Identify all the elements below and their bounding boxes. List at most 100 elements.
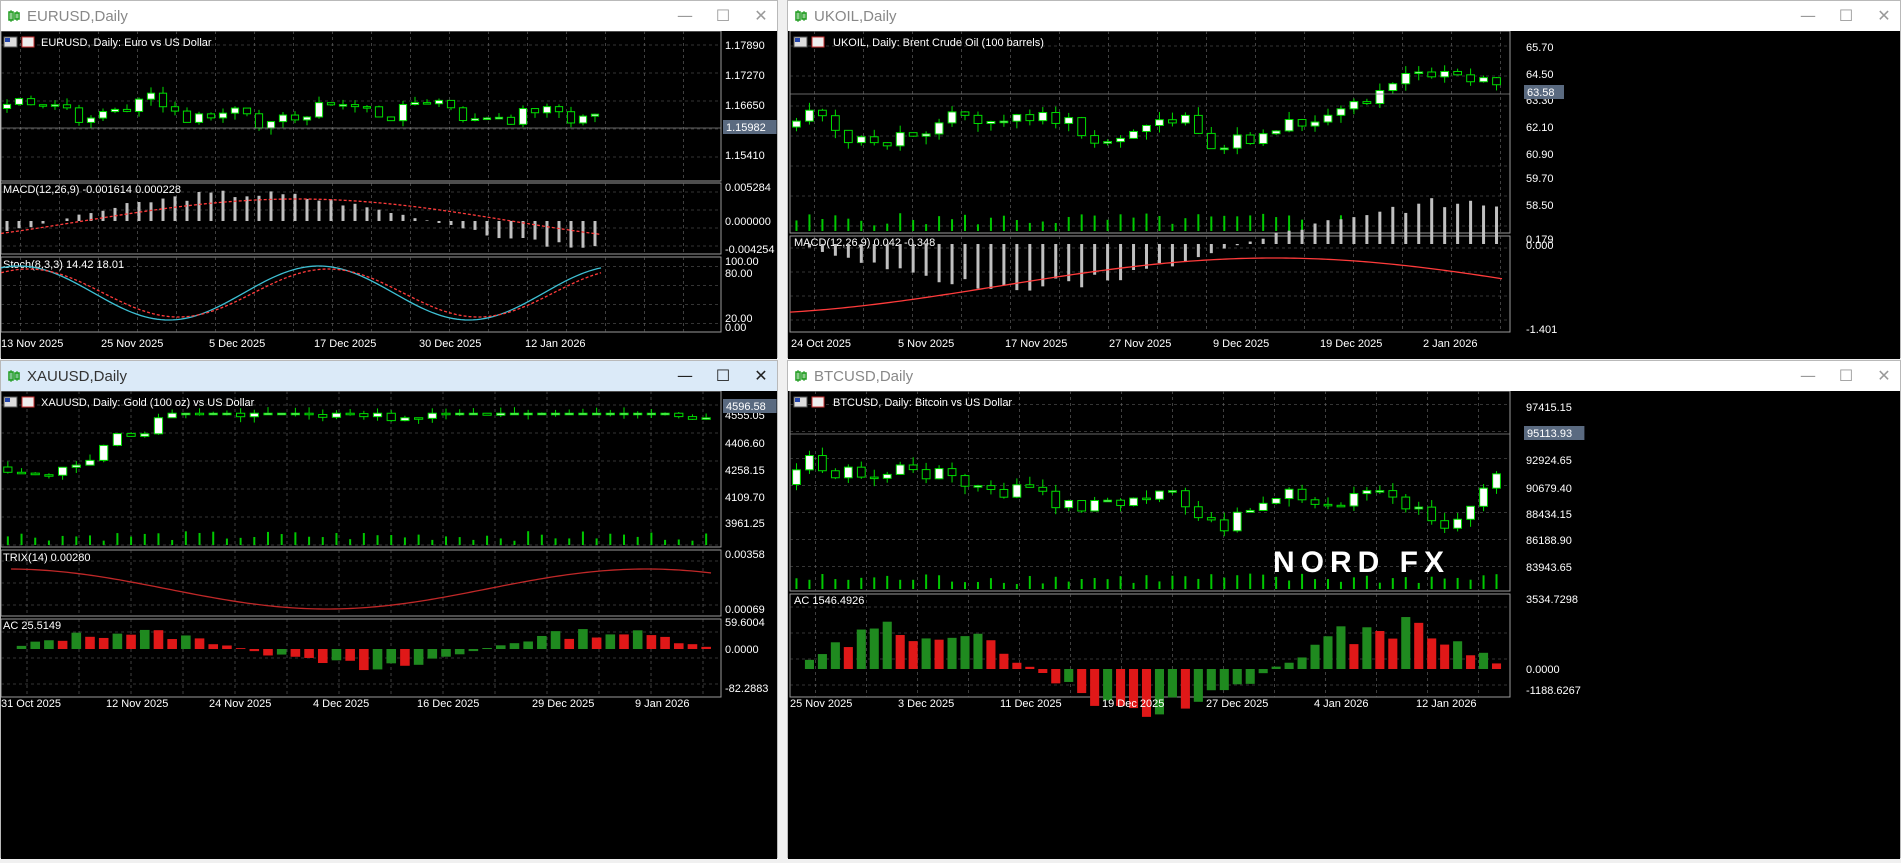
ac-bar xyxy=(153,630,164,649)
chart-header: XAUUSD, Daily: Gold (100 oz) vs US Dolla… xyxy=(41,397,255,409)
maximize-icon[interactable]: ☐ xyxy=(1838,366,1854,385)
ac-bar xyxy=(263,649,273,656)
candle xyxy=(1232,511,1242,532)
candle xyxy=(38,104,48,107)
chart-type-icon xyxy=(811,396,825,408)
ac-bar xyxy=(98,637,109,649)
candle xyxy=(98,111,108,119)
ac-bar xyxy=(1219,669,1229,691)
candle xyxy=(1284,119,1294,132)
candle xyxy=(947,111,957,124)
chart-header: EURUSD, Daily: Euro vs US Dollar xyxy=(41,37,212,49)
candle xyxy=(869,476,879,480)
candle xyxy=(126,433,136,437)
title-bar[interactable]: XAUUSD,Daily — ☐ ✕ xyxy=(1,361,777,391)
price-tick: 86188.90 xyxy=(1526,535,1572,547)
ac-bar xyxy=(1051,669,1061,684)
date-label: 17 Dec 2025 xyxy=(314,338,376,350)
candle xyxy=(1038,112,1048,122)
candle xyxy=(1349,101,1359,110)
title-bar[interactable]: EURUSD,Daily — ☐ ✕ xyxy=(1,1,777,31)
candle xyxy=(482,117,492,121)
price-tick: 83943.65 xyxy=(1526,562,1572,574)
candle xyxy=(895,132,905,147)
candle xyxy=(1038,486,1048,492)
chart-canvas[interactable]: EURUSD, Daily: Euro vs US Dollar 1.17890 1… xyxy=(0,30,779,357)
chart-window-ukoil[interactable]: UKOIL,Daily — ☐ ✕ UKOIL, Daily: Brent Cr… xyxy=(787,0,1901,359)
candle xyxy=(843,129,853,144)
candle xyxy=(496,412,506,416)
chart-canvas[interactable]: UKOIL, Daily: Brent Crude Oil (100 barre… xyxy=(788,30,1901,357)
date-label: 12 Jan 2026 xyxy=(525,338,586,350)
chart-window-eurusd[interactable]: EURUSD,Daily — ☐ ✕ EURUSD, Daily: Euro v… xyxy=(0,0,779,359)
minimize-icon[interactable]: — xyxy=(677,366,693,385)
indicator-tick: 0.00358 xyxy=(725,549,765,561)
candle xyxy=(1051,112,1061,124)
close-icon[interactable]: ✕ xyxy=(754,366,768,385)
candle xyxy=(1271,130,1281,135)
ac-bar xyxy=(1284,662,1294,669)
candle xyxy=(1077,117,1087,137)
minimize-icon[interactable]: — xyxy=(1800,6,1816,25)
maximize-icon[interactable]: ☐ xyxy=(1838,6,1854,25)
candle xyxy=(1245,509,1255,513)
price-tick: 1.15410 xyxy=(725,150,765,162)
ac-bar xyxy=(509,643,520,649)
panel-border xyxy=(789,390,1511,592)
ac-bar xyxy=(869,628,879,669)
candle xyxy=(1323,503,1333,507)
stoch-main-line xyxy=(0,265,602,321)
candle xyxy=(85,459,95,466)
candle xyxy=(509,412,520,416)
candle xyxy=(1401,73,1411,85)
candle xyxy=(818,455,827,472)
ac-bar xyxy=(1206,669,1216,691)
candle xyxy=(458,107,468,122)
indicator-tick: -0.004254 xyxy=(725,244,775,256)
ac-bar xyxy=(1103,669,1113,701)
candle xyxy=(1453,70,1463,76)
candle xyxy=(1181,114,1190,124)
close-icon[interactable]: ✕ xyxy=(1877,366,1891,385)
title-bar[interactable]: BTCUSD,Daily — ☐ ✕ xyxy=(788,361,1900,391)
date-label: 2 Jan 2026 xyxy=(1423,338,1477,350)
ac-bar xyxy=(882,621,892,669)
candle xyxy=(1232,134,1242,149)
date-label: 24 Nov 2025 xyxy=(209,698,271,710)
candle xyxy=(230,107,240,114)
chart-canvas[interactable]: XAUUSD, Daily: Gold (100 oz) vs US Dolla… xyxy=(0,390,779,859)
date-label: 17 Nov 2025 xyxy=(1005,338,1067,350)
chart-window-btcusd[interactable]: BTCUSD,Daily — ☐ ✕ BTCUSD, Daily: Bitcoi… xyxy=(787,360,1901,859)
candle xyxy=(374,106,384,118)
candle xyxy=(1258,502,1268,511)
candle xyxy=(1064,500,1074,509)
minimize-icon[interactable]: — xyxy=(1800,366,1816,385)
candle xyxy=(947,468,957,477)
price-tick: 1.16650 xyxy=(725,100,765,112)
minimize-icon[interactable]: — xyxy=(677,6,693,25)
candle xyxy=(427,412,437,419)
ac-bar xyxy=(1154,669,1165,715)
ac-bar xyxy=(550,631,561,649)
close-icon[interactable]: ✕ xyxy=(1877,6,1891,25)
ac-bar xyxy=(856,629,866,669)
ac-bar xyxy=(222,645,232,649)
title-bar[interactable]: UKOIL,Daily — ☐ ✕ xyxy=(788,1,1900,31)
candle xyxy=(1466,505,1475,520)
candle xyxy=(1168,119,1177,124)
chart-canvas[interactable]: BTCUSD, Daily: Bitcoin vs US Dollar 97415… xyxy=(788,390,1901,859)
candle xyxy=(1375,90,1385,105)
chart-window-xauusd[interactable]: XAUUSD,Daily — ☐ ✕ XAUUSD, Daily: Gold (… xyxy=(0,360,779,859)
candle xyxy=(249,412,259,418)
ac-bar xyxy=(71,632,82,649)
maximize-icon[interactable]: ☐ xyxy=(715,6,731,25)
window-title: XAUUSD,Daily xyxy=(27,367,128,385)
candle xyxy=(1375,490,1385,493)
price-tick: 64.50 xyxy=(1526,69,1554,81)
date-label: 3 Dec 2025 xyxy=(898,698,954,710)
chart-header: BTCUSD, Daily: Bitcoin vs US Dollar xyxy=(833,397,1012,409)
ac-bar xyxy=(591,637,602,649)
maximize-icon[interactable]: ☐ xyxy=(715,366,731,385)
date-label: 19 Dec 2025 xyxy=(1102,698,1164,710)
close-icon[interactable]: ✕ xyxy=(754,6,768,25)
